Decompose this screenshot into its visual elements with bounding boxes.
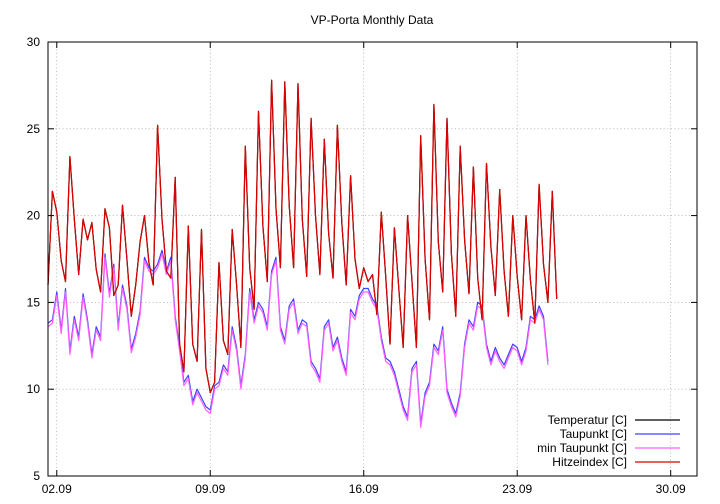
series-line-0 bbox=[47, 79, 558, 394]
y-tick-label: 20 bbox=[27, 209, 41, 223]
x-tick-label: 09.09 bbox=[195, 482, 225, 496]
legend-label: Hitzeindex [C] bbox=[552, 455, 627, 469]
grid-lines bbox=[48, 42, 697, 476]
series-line-3 bbox=[47, 79, 558, 394]
x-tick-label: 16.09 bbox=[349, 482, 379, 496]
plot-frame bbox=[47, 41, 698, 477]
legend-label: Taupunkt [C] bbox=[560, 427, 627, 441]
x-tick-label: 02.09 bbox=[42, 482, 72, 496]
x-tick-label: 30.09 bbox=[656, 482, 686, 496]
series-line-2 bbox=[47, 253, 549, 428]
series-line-1 bbox=[47, 249, 549, 425]
legend: Temperatur [C]Taupunkt [C]min Taupunkt [… bbox=[537, 413, 680, 469]
y-tick-label: 25 bbox=[27, 122, 41, 136]
legend-label: Temperatur [C] bbox=[548, 413, 627, 427]
series-lines bbox=[47, 79, 558, 428]
legend-label: min Taupunkt [C] bbox=[537, 441, 627, 455]
y-tick-label: 30 bbox=[27, 35, 41, 49]
y-tick-label: 15 bbox=[27, 295, 41, 309]
x-tick-label: 23.09 bbox=[502, 482, 532, 496]
y-tick-label: 10 bbox=[27, 382, 41, 396]
chart-title: VP-Porta Monthly Data bbox=[311, 13, 434, 27]
axis-ticks: 5 10 15 20 25 30 02.09 09.09 16.09 23.09 30.09 bbox=[27, 35, 697, 496]
y-tick-label: 5 bbox=[33, 469, 40, 483]
